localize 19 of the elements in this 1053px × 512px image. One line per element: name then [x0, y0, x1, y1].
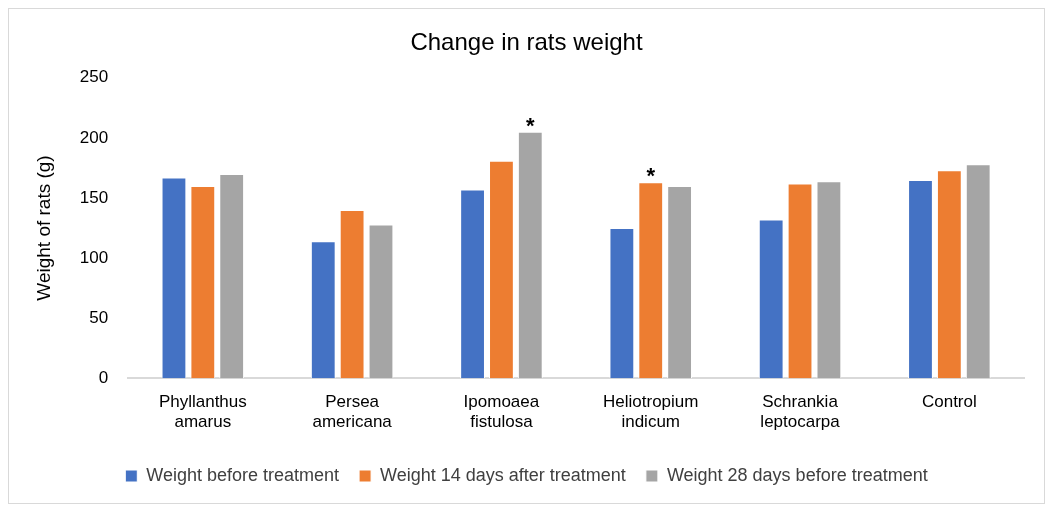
y-tick-label: 150 — [79, 187, 109, 207]
x-tick-label: Phyllanthus amarus — [158, 392, 247, 432]
y-tick-label: 200 — [79, 127, 109, 147]
x-tick-label: Control — [921, 392, 977, 412]
x-tick-label: Persea americana — [312, 392, 393, 432]
y-tick-label: 0 — [98, 367, 109, 387]
x-tick-label: Schrankia leptocarpa — [760, 392, 841, 432]
annotation: * — [646, 163, 656, 189]
legend-label: Weight 14 days after treatment — [380, 464, 626, 485]
y-tick-label: 100 — [79, 247, 109, 267]
x-tick-label: Heliotropium indicum — [603, 392, 699, 432]
y-axis-title: Weight of rats (g) — [32, 155, 54, 301]
chart-title: Change in rats weight — [410, 28, 643, 56]
annotation: * — [526, 112, 536, 138]
legend-label: Weight 28 days before treatment — [666, 464, 928, 485]
y-tick-label: 50 — [89, 307, 109, 327]
x-tick-label: Ipomoaea fistulosa — [463, 392, 540, 432]
legend-label: Weight before treatment — [146, 464, 340, 485]
y-tick-label: 250 — [79, 67, 109, 87]
